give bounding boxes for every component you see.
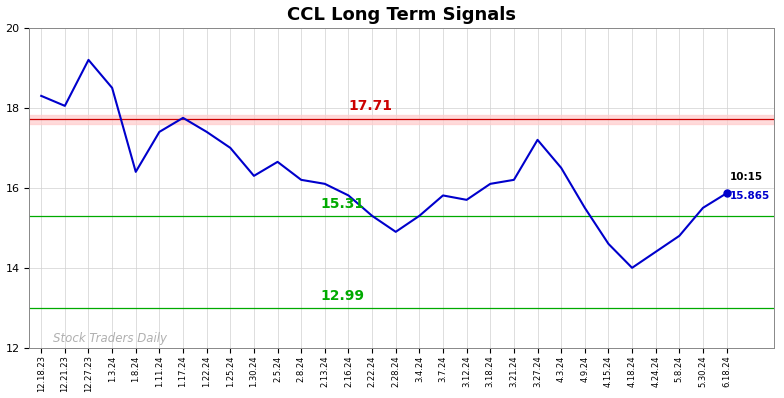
Bar (30, 115, 774, 124)
Text: 12.99: 12.99 (321, 289, 365, 303)
Text: 15.865: 15.865 (730, 191, 771, 201)
Text: 15.31: 15.31 (321, 197, 365, 211)
Text: Stock Traders Daily: Stock Traders Daily (53, 332, 167, 345)
Title: CCL Long Term Signals: CCL Long Term Signals (287, 6, 516, 23)
Text: 10:15: 10:15 (730, 172, 764, 182)
Text: 17.71: 17.71 (348, 100, 392, 113)
Point (720, 190, 733, 197)
